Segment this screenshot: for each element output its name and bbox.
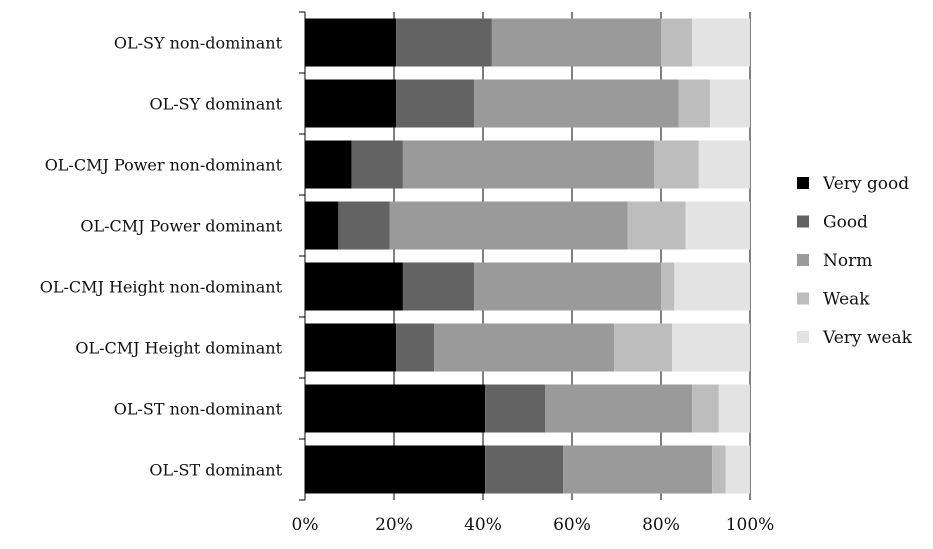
bar-segment-weak — [627, 201, 686, 250]
bar-segment-weak — [712, 445, 726, 494]
y-axis — [299, 11, 306, 501]
bar-segment-weak — [654, 140, 699, 189]
bar-segment-very-weak — [692, 18, 750, 67]
bar-segment-norm — [434, 323, 615, 372]
bar-segment-very-weak — [685, 201, 750, 250]
bar-segment-good — [396, 79, 475, 128]
category-label: OL-SY dominant — [150, 95, 283, 114]
bar-segment-very-good — [305, 445, 486, 494]
bar-segment-good — [351, 140, 403, 189]
category-label: OL-CMJ Power non-dominant — [45, 156, 283, 175]
x-tick-label: 40% — [464, 515, 502, 535]
bar-segment-norm — [563, 445, 713, 494]
bar-segment-norm — [389, 201, 628, 250]
bar-segment-norm — [474, 79, 679, 128]
bar-segment-norm — [474, 262, 661, 311]
bar-segment-very-weak — [725, 445, 750, 494]
bar-segment-very-good — [305, 201, 339, 250]
x-tick-label: 80% — [642, 515, 680, 535]
bar-segment-weak — [661, 18, 693, 67]
category-label: OL-ST non-dominant — [114, 400, 283, 419]
legend-swatch — [797, 254, 809, 266]
bar-segment-weak — [614, 323, 673, 372]
bar-segment-weak — [692, 384, 719, 433]
bar-segment-good — [396, 18, 492, 67]
legend-swatch — [797, 177, 809, 189]
bar-segment-very-weak — [709, 79, 750, 128]
x-tick-label: 100% — [726, 515, 775, 535]
legend-label: Good — [823, 213, 868, 233]
bar-segment-very-good — [305, 18, 397, 67]
bar-segment-good — [338, 201, 390, 250]
bar-segment-good — [396, 323, 435, 372]
category-label: OL-CMJ Height dominant — [75, 339, 282, 358]
bar-segment-norm — [402, 140, 655, 189]
legend-swatch — [797, 331, 809, 343]
bar-segment-good — [485, 445, 564, 494]
bar-segment-good — [485, 384, 546, 433]
legend-swatch — [797, 292, 809, 305]
bar-segment-weak — [678, 79, 710, 128]
bar-segment-norm — [491, 18, 661, 67]
category-label: OL-CMJ Height non-dominant — [40, 278, 283, 297]
legend-label: Norm — [823, 251, 872, 271]
legend-label: Very good — [822, 174, 909, 194]
category-label: OL-CMJ Power dominant — [80, 217, 282, 236]
bar-segment-weak — [661, 262, 675, 311]
bar-segment-very-weak — [718, 384, 750, 433]
x-tick-labels: 0% 20% 40% 60% 80% 100% — [292, 515, 775, 535]
legend-label: Weak — [823, 290, 870, 310]
bar-segment-norm — [545, 384, 693, 433]
bar-segment-very-weak — [672, 323, 750, 372]
bars — [305, 18, 750, 494]
legend-swatch — [797, 215, 809, 228]
category-labels: OL-SY non-dominant OL-SY dominant OL-CMJ P… — [40, 34, 283, 480]
bar-segment-very-good — [305, 262, 403, 311]
legend: Very good Good Norm Weak Very weak — [797, 174, 913, 348]
category-label: OL-ST dominant — [149, 461, 282, 480]
bar-segment-very-weak — [698, 140, 750, 189]
bar-segment-very-good — [305, 323, 397, 372]
bar-segment-very-good — [305, 79, 397, 128]
bar-segment-good — [402, 262, 475, 311]
x-tick-label: 60% — [553, 515, 591, 535]
bar-segment-very-good — [305, 384, 486, 433]
legend-label: Very weak — [822, 328, 913, 348]
x-tick-label: 20% — [375, 515, 413, 535]
category-label: OL-SY non-dominant — [114, 34, 283, 53]
x-tick-label: 0% — [292, 515, 319, 535]
bar-segment-very-weak — [674, 262, 750, 311]
bar-segment-very-good — [305, 140, 352, 189]
